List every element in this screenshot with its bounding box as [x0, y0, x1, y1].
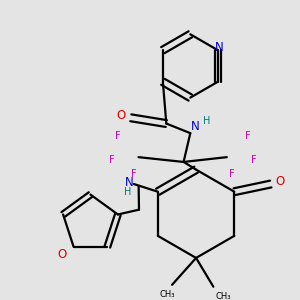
Text: F: F	[251, 155, 256, 165]
Text: N: N	[191, 120, 200, 133]
Text: O: O	[276, 175, 285, 188]
Text: H: H	[124, 187, 132, 197]
Text: O: O	[57, 248, 67, 261]
Text: F: F	[115, 131, 120, 141]
Text: F: F	[245, 131, 251, 141]
Text: F: F	[109, 155, 114, 165]
Text: O: O	[117, 110, 126, 122]
Text: F: F	[131, 169, 137, 179]
Text: H: H	[203, 116, 210, 126]
Text: F: F	[229, 169, 234, 179]
Text: N: N	[215, 41, 224, 54]
Text: CH₃: CH₃	[215, 292, 231, 300]
Text: CH₃: CH₃	[160, 290, 175, 299]
Text: N: N	[125, 176, 134, 189]
